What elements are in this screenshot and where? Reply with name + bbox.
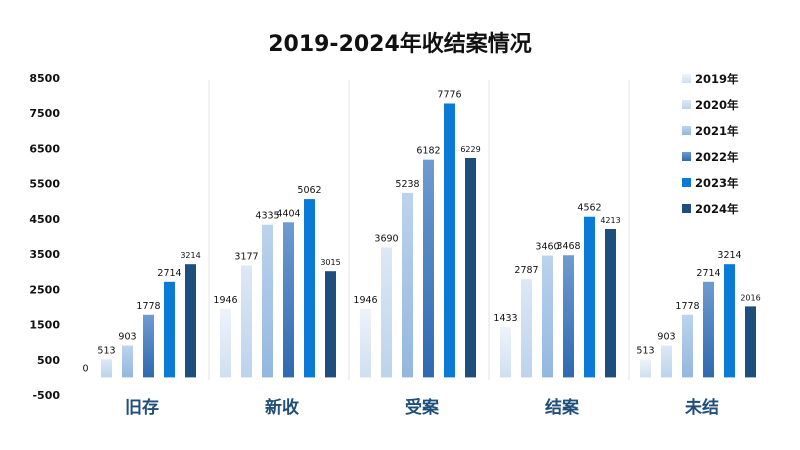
y-tick-label: -500 (32, 389, 60, 402)
bar-value-label: 3015 (320, 258, 340, 267)
bar (745, 306, 756, 378)
bar-value-label: 513 (636, 345, 654, 356)
legend-swatch (682, 100, 691, 109)
bar (584, 216, 595, 378)
bar (423, 159, 434, 378)
category-label: 未结 (684, 397, 719, 418)
bar-value-label: 2016 (740, 293, 760, 302)
bar-value-label: 5062 (297, 185, 321, 196)
legend-label: 2024年 (695, 202, 739, 216)
bar (724, 264, 735, 378)
bar-value-label: 2714 (696, 268, 720, 279)
legend: 2019年 2020年 2021年 2022年 2023年 2024年 (682, 72, 739, 216)
legend-label: 2021年 (695, 124, 739, 138)
y-tick-label: 500 (37, 354, 60, 367)
bar-value-label: 1778 (136, 301, 160, 312)
bar (325, 271, 336, 378)
bar (381, 247, 392, 378)
legend-swatch (682, 178, 691, 187)
y-tick-label: 6500 (29, 142, 60, 155)
bar (304, 199, 315, 378)
bar-value-label: 3214 (180, 251, 200, 260)
y-axis: 8500 7500 6500 5500 4500 3500 2500 1500 500 -500 (29, 72, 60, 402)
bar-value-label: 3460 (535, 242, 559, 253)
category-label: 结案 (545, 397, 580, 418)
bar (661, 345, 672, 378)
y-tick-label: 8500 (29, 72, 60, 85)
y-tick-label: 3500 (29, 248, 60, 261)
category-labels: 旧存 新收 受案 结案 未结 (125, 397, 719, 418)
bar (122, 345, 133, 378)
bar-value-label: 4213 (600, 216, 620, 225)
bar (500, 326, 511, 378)
legend-swatch (682, 152, 691, 161)
legend-swatch (682, 126, 691, 135)
bar-value-label: 2714 (157, 268, 181, 279)
legend-label: 2022年 (695, 150, 739, 164)
legend-label: 2019年 (695, 72, 739, 86)
bar (444, 103, 455, 378)
bar (563, 255, 574, 378)
bar-value-label: 0 (82, 363, 88, 374)
bar-value-label: 1433 (493, 313, 517, 324)
bar (542, 255, 553, 378)
bar-value-label: 2787 (514, 265, 538, 276)
bar-value-label: 5238 (395, 179, 419, 190)
bar (283, 222, 294, 378)
bar-value-label: 4404 (276, 208, 300, 219)
legend-swatch (682, 204, 691, 213)
bar (640, 359, 651, 378)
bar (262, 224, 273, 378)
bar-value-label: 4562 (577, 203, 601, 214)
category-label: 受案 (405, 397, 440, 418)
bar-value-label: 7776 (437, 90, 461, 101)
bars (101, 103, 756, 378)
legend-label: 2020年 (695, 98, 739, 112)
y-tick-label: 7500 (29, 107, 60, 120)
category-separators (208, 80, 630, 380)
bar-value-label: 1946 (213, 295, 237, 306)
bar (360, 308, 371, 378)
bar (143, 314, 154, 378)
bar-value-label: 6229 (460, 145, 480, 154)
bar (521, 279, 532, 378)
bar (465, 157, 476, 378)
y-tick-label: 1500 (29, 319, 60, 332)
bar-value-label: 1778 (675, 301, 699, 312)
bar (605, 228, 616, 378)
bar-value-label: 4335 (255, 211, 279, 222)
bar-value-label: 3468 (556, 241, 580, 252)
bar-value-label: 1946 (353, 295, 377, 306)
legend-label: 2023年 (695, 176, 739, 190)
bar-value-label: 903 (657, 332, 675, 343)
bar-value-label: 513 (97, 345, 115, 356)
y-tick-label: 5500 (29, 178, 60, 191)
value-labels: 0 1946 1946 1433 513 513 3177 3690 2787 903 903 433… (82, 90, 760, 375)
bar (101, 359, 112, 378)
category-label: 旧存 (125, 397, 159, 418)
bar (402, 192, 413, 378)
bar-value-label: 3177 (234, 251, 258, 262)
chart-title: 2019-2024年收结案情况 (268, 32, 532, 57)
y-tick-label: 2500 (29, 283, 60, 296)
bar (164, 281, 175, 378)
legend-swatch (682, 74, 691, 83)
bar (241, 265, 252, 378)
category-label: 新收 (265, 397, 299, 418)
bar (220, 308, 231, 378)
bar (703, 281, 714, 378)
bar (185, 264, 196, 378)
bar-value-label: 903 (118, 332, 136, 343)
bar-value-label: 3690 (374, 233, 398, 244)
bar-value-label: 3214 (717, 250, 741, 261)
bar-value-label: 6182 (416, 146, 440, 157)
y-tick-label: 4500 (29, 213, 60, 226)
bar (682, 314, 693, 378)
